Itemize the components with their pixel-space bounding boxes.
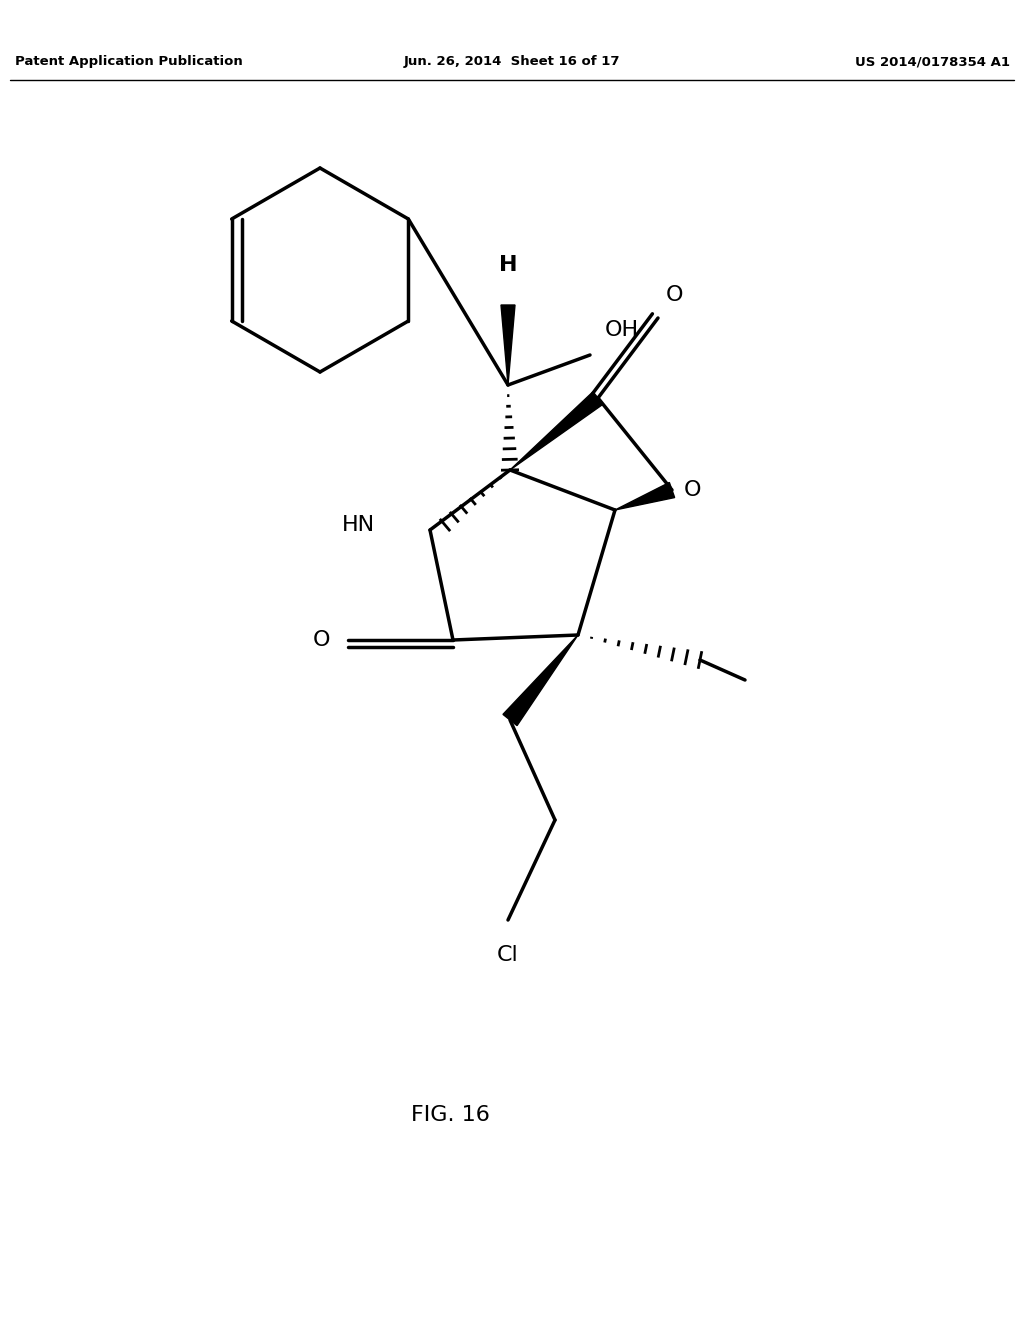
Polygon shape xyxy=(501,305,515,385)
Polygon shape xyxy=(503,635,578,726)
Text: O: O xyxy=(312,630,330,649)
Text: US 2014/0178354 A1: US 2014/0178354 A1 xyxy=(855,55,1010,69)
Text: O: O xyxy=(666,285,683,305)
Text: FIG. 16: FIG. 16 xyxy=(411,1105,489,1125)
Text: Jun. 26, 2014  Sheet 16 of 17: Jun. 26, 2014 Sheet 16 of 17 xyxy=(403,55,621,69)
Text: O: O xyxy=(684,480,701,500)
Polygon shape xyxy=(510,392,603,470)
Polygon shape xyxy=(615,482,675,510)
Text: H: H xyxy=(499,255,517,275)
Text: Cl: Cl xyxy=(497,945,519,965)
Text: OH: OH xyxy=(605,319,639,341)
Text: Patent Application Publication: Patent Application Publication xyxy=(15,55,243,69)
Text: HN: HN xyxy=(342,515,375,535)
